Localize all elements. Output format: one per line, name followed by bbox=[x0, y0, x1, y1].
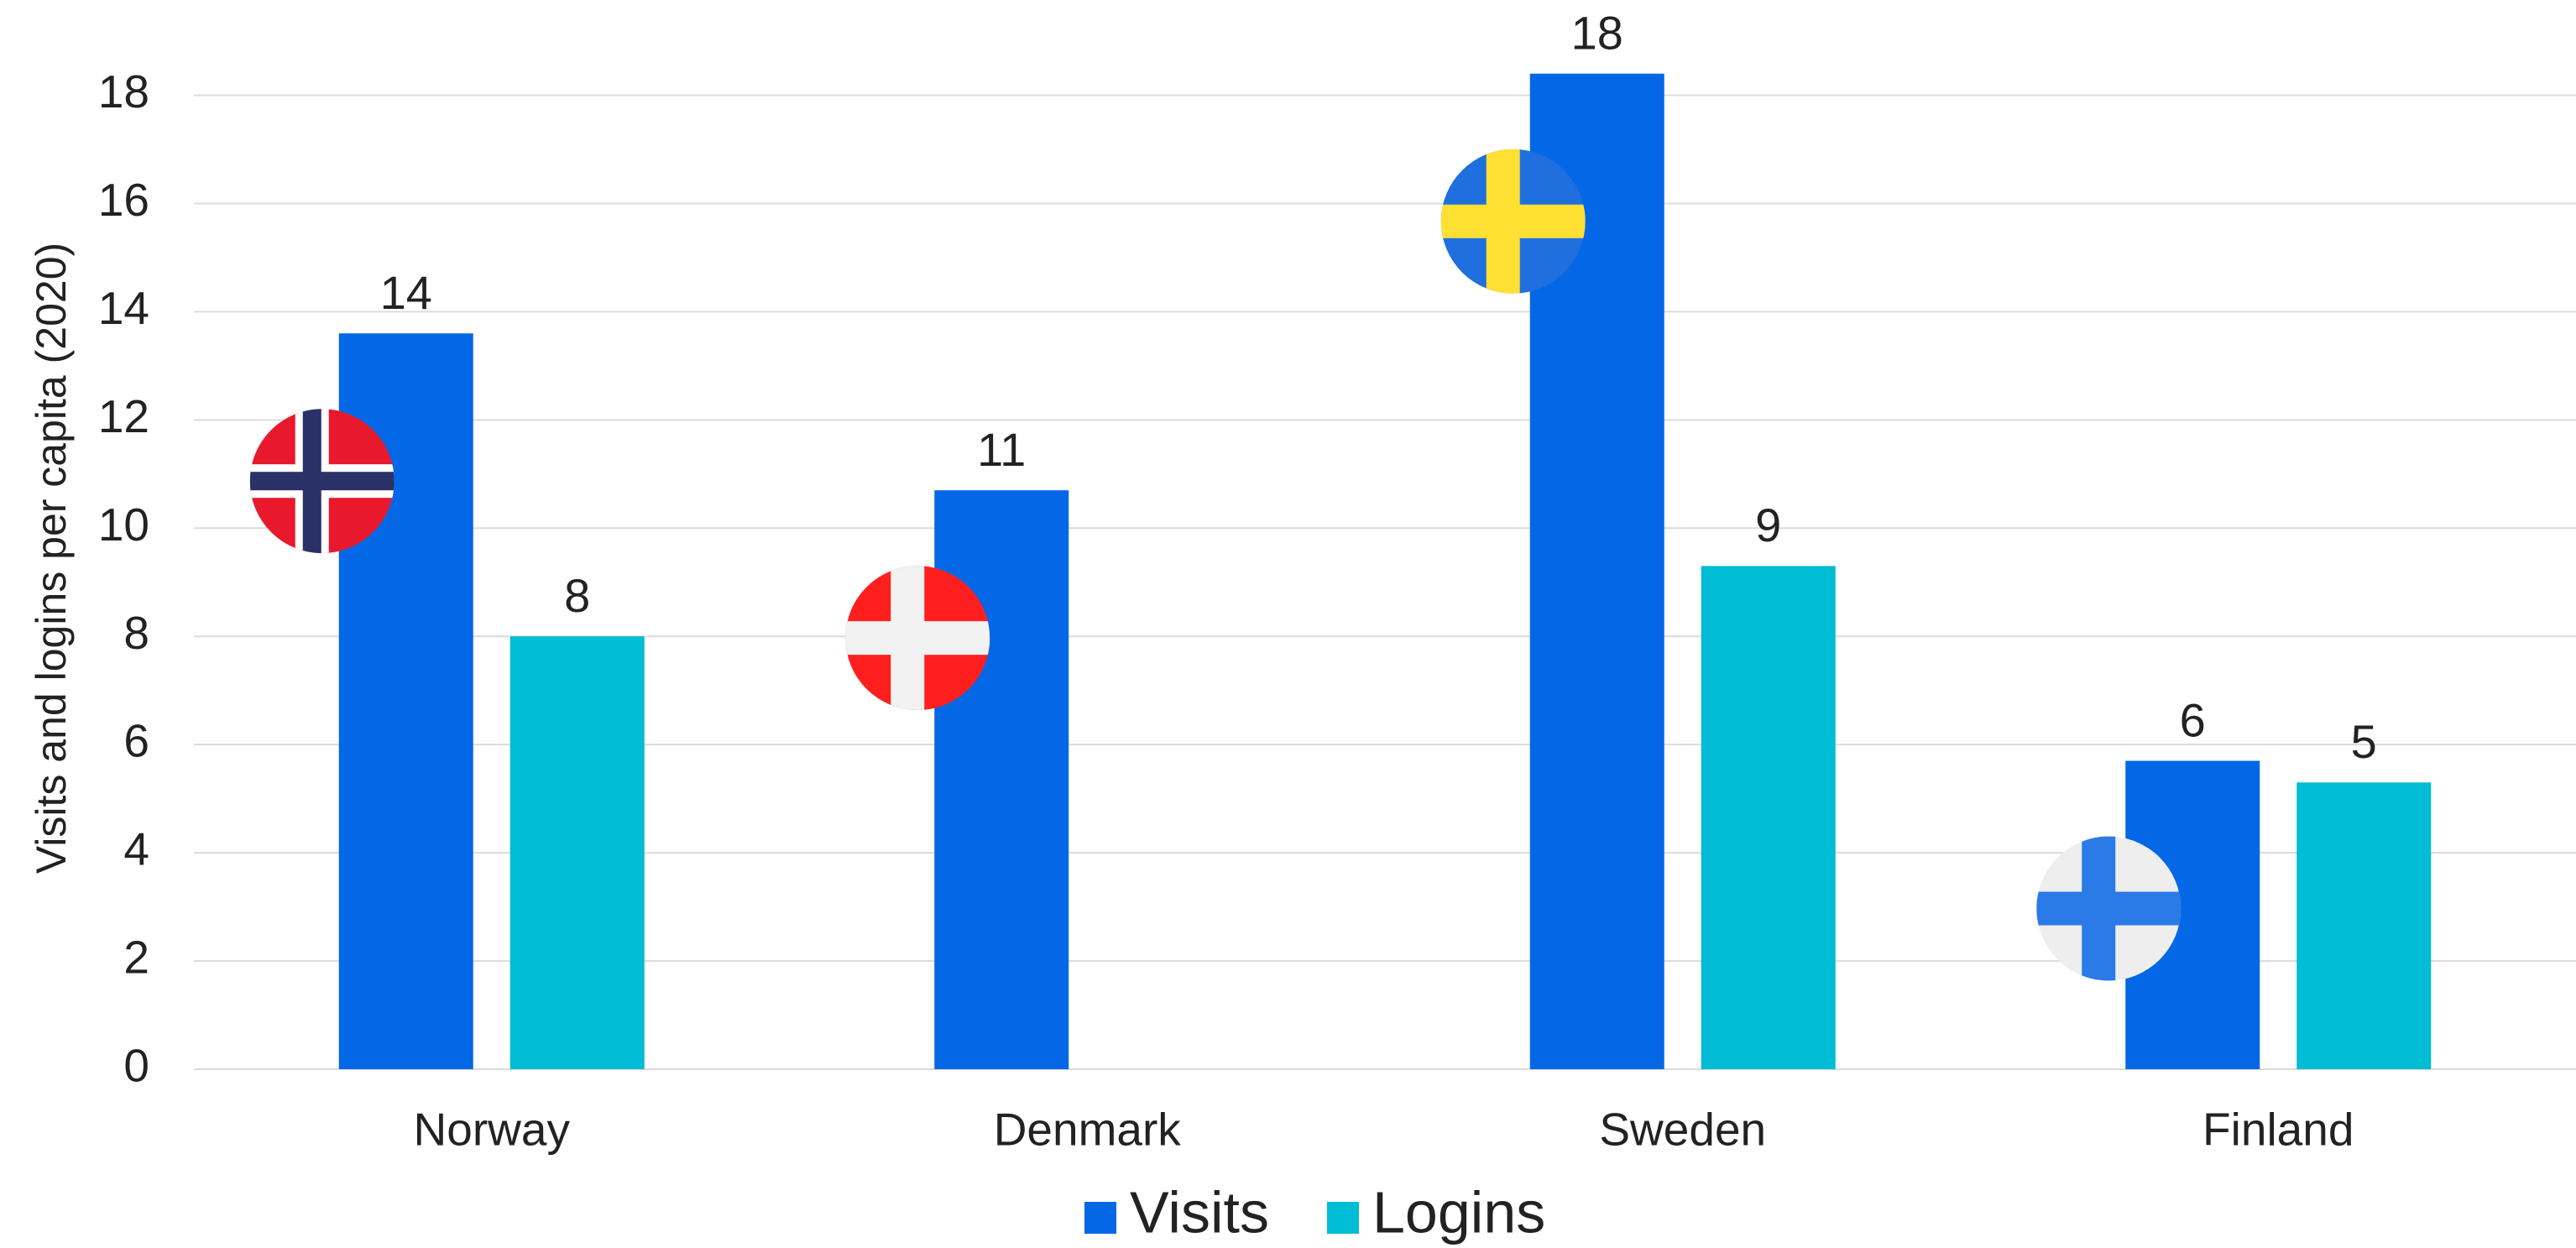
legend-swatch bbox=[1084, 1202, 1116, 1234]
flag-icon bbox=[845, 566, 990, 711]
x-tick-label: Norway bbox=[414, 1104, 571, 1156]
y-tick-label: 6 bbox=[123, 715, 149, 767]
legend-label: Logins bbox=[1372, 1179, 1545, 1245]
bar bbox=[2296, 782, 2432, 1069]
data-label: 18 bbox=[1571, 7, 1623, 60]
y-tick-label: 18 bbox=[98, 65, 149, 117]
y-tick-label: 16 bbox=[98, 174, 149, 226]
y-tick-label: 8 bbox=[123, 607, 149, 659]
x-tick-label: Denmark bbox=[994, 1104, 1182, 1156]
flag-cross-inner bbox=[249, 472, 394, 491]
data-label: 14 bbox=[380, 266, 432, 319]
bar bbox=[509, 636, 645, 1069]
y-tick-label: 0 bbox=[123, 1040, 149, 1092]
data-label: 8 bbox=[564, 569, 590, 622]
data-label: 9 bbox=[1755, 499, 1781, 551]
legend-swatch bbox=[1327, 1202, 1359, 1234]
data-label: 5 bbox=[2351, 715, 2377, 768]
flag-icon bbox=[249, 409, 394, 554]
y-tick-label: 2 bbox=[123, 932, 149, 984]
flag-icon bbox=[1440, 149, 1586, 294]
bar bbox=[1701, 566, 1836, 1069]
y-tick-label: 4 bbox=[123, 823, 149, 875]
x-tick-label: Finland bbox=[2202, 1104, 2354, 1156]
y-axis-title: Visits and logins per capita (2020) bbox=[28, 243, 75, 874]
y-tick-label: 14 bbox=[98, 282, 149, 334]
data-label: 11 bbox=[977, 423, 1026, 476]
x-tick-label: Sweden bbox=[1599, 1104, 1766, 1156]
flag-cross bbox=[845, 621, 990, 655]
y-tick-label: 10 bbox=[98, 499, 149, 551]
flag-cross bbox=[1440, 204, 1586, 238]
legend-label: Visits bbox=[1130, 1179, 1269, 1245]
y-tick-label: 12 bbox=[98, 390, 149, 442]
data-label: 6 bbox=[2180, 693, 2206, 746]
flag-icon bbox=[2036, 836, 2182, 981]
flag-cross bbox=[2036, 891, 2182, 926]
